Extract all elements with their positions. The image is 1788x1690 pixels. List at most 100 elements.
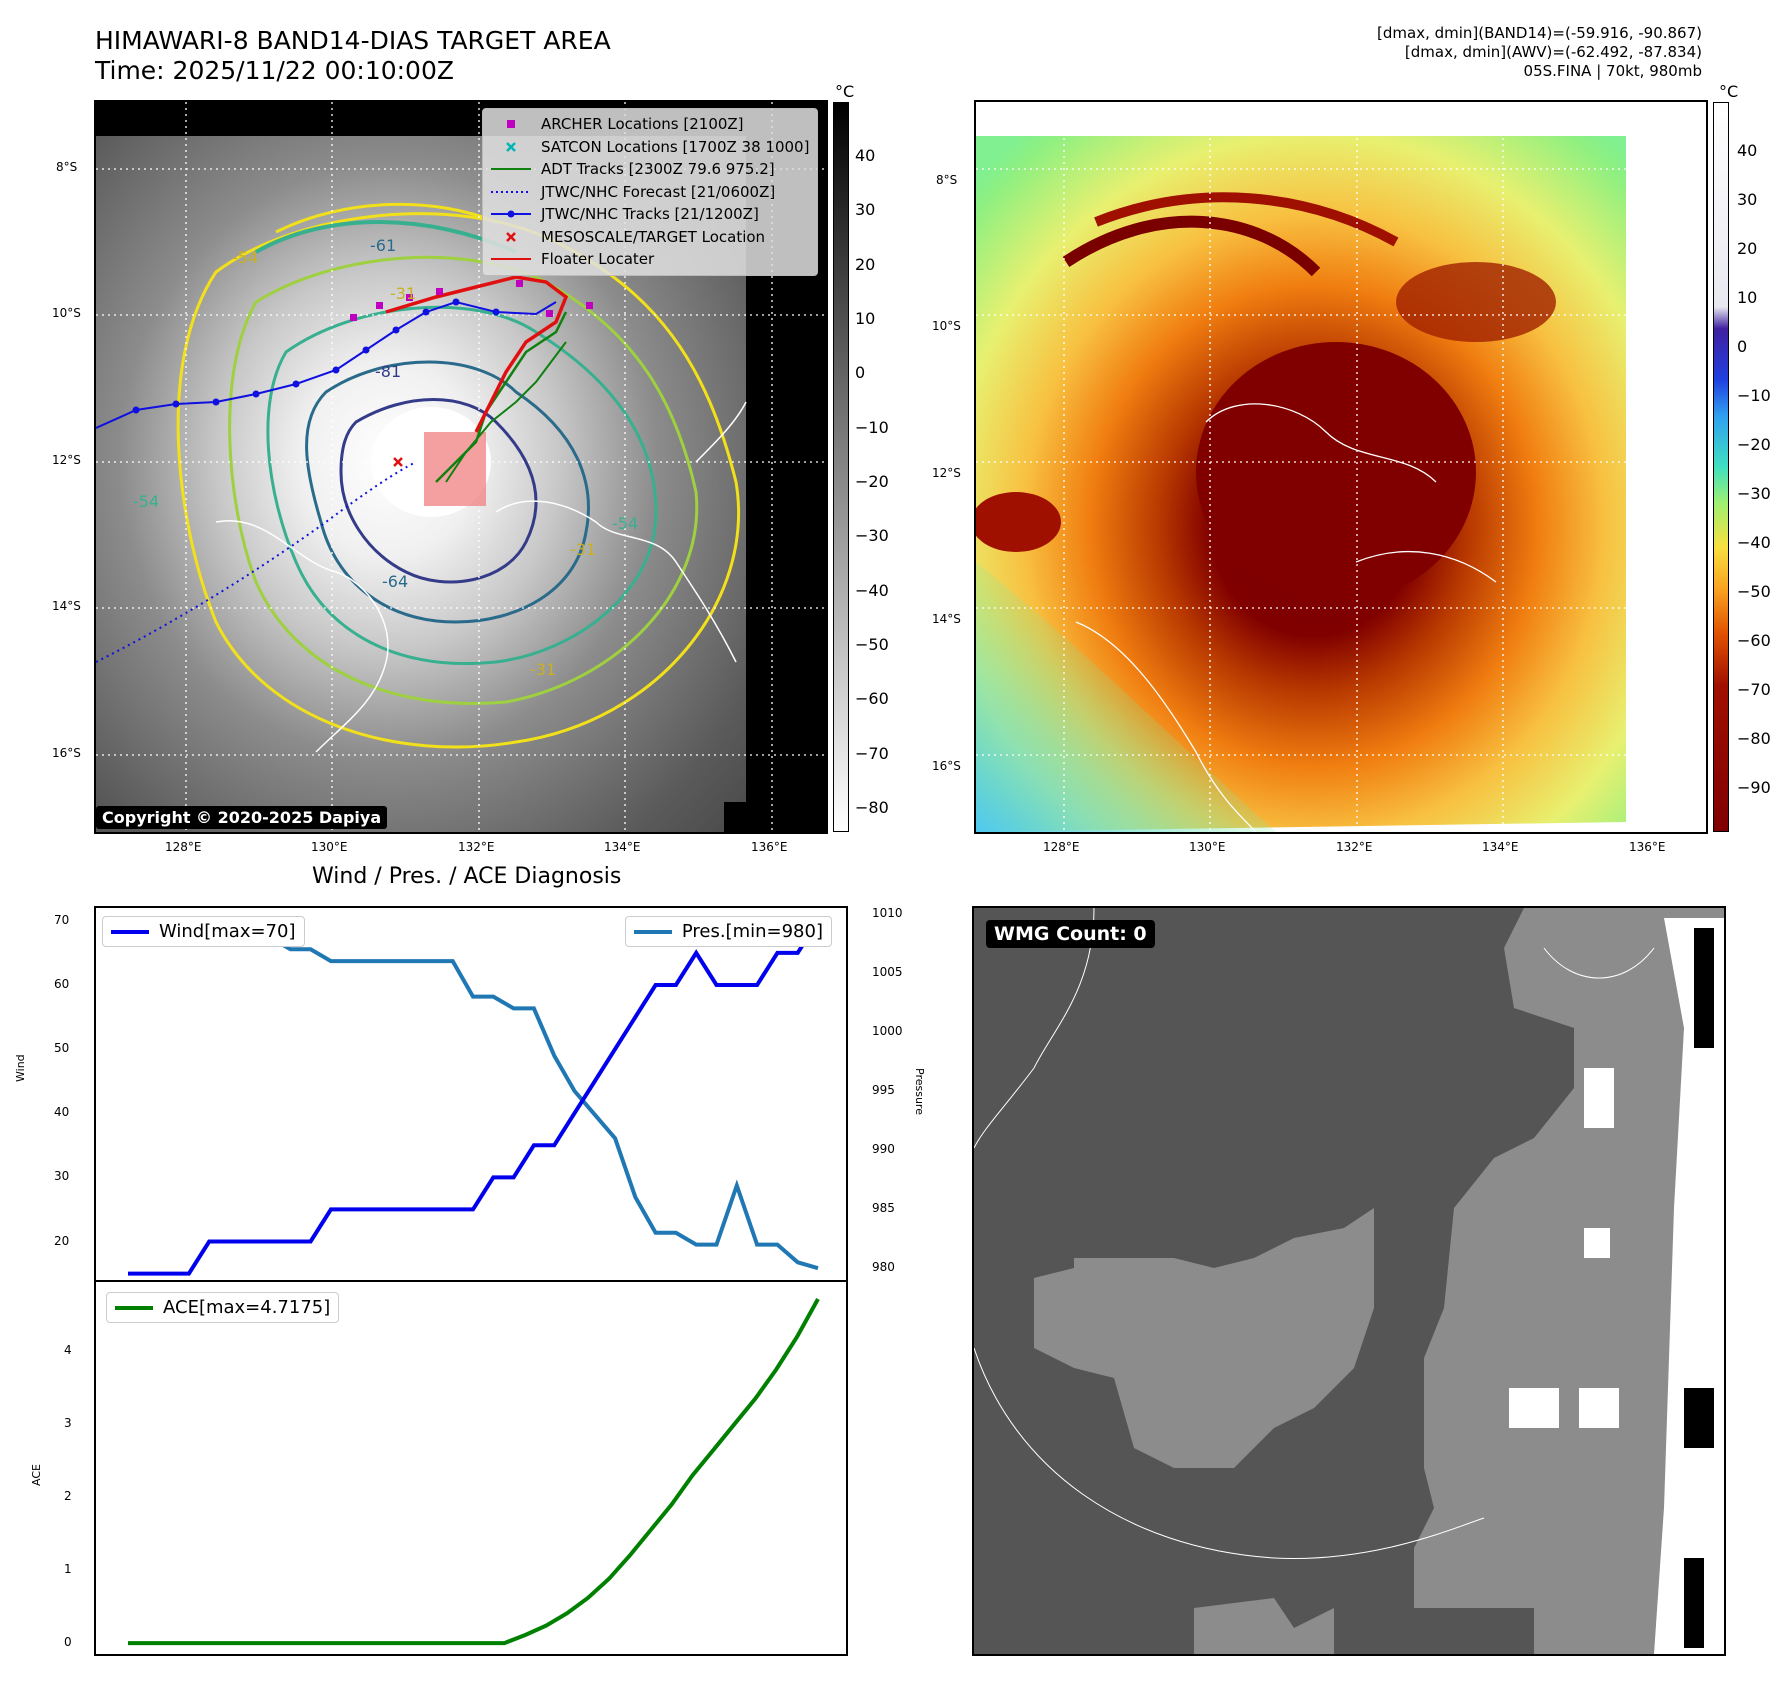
colorbar-tick: −20 [855, 472, 889, 491]
lon-tick: 132°E [1336, 840, 1373, 854]
lat-tick: 12°S [932, 466, 961, 480]
ace-legend-line [115, 1305, 153, 1310]
colorbar-tick: −40 [855, 580, 889, 600]
colorbar-tick: 20 [1737, 239, 1758, 258]
copyright-badge: Copyright © 2020-2025 Dapiya [96, 806, 388, 829]
wind-tick: 40 [54, 1105, 70, 1120]
colorbar-tick: −50 [855, 635, 889, 654]
lon-tick: 128°E [1043, 840, 1080, 854]
contour-label: -81 [375, 362, 402, 381]
pressure-tick: 1010 [872, 905, 903, 920]
map-legend: ARCHER Locations [2100Z] SATCON Location… [482, 108, 819, 276]
wind-tick: 50 [54, 1041, 70, 1056]
awv-map-image [976, 102, 1706, 832]
lon-tick: 134°E [604, 840, 641, 854]
ace-legend: ACE[max=4.7175] [106, 1292, 340, 1323]
lat-tick: 10°S [52, 306, 81, 320]
lon-tick: 132°E [458, 840, 495, 854]
color-colorbar [1713, 102, 1729, 832]
lon-tick: 136°E [751, 840, 788, 854]
pressure-tick: 1000 [872, 1024, 903, 1038]
pressure-legend: Pres.[min=980] [624, 916, 832, 947]
lon-tick: 134°E [1482, 840, 1519, 854]
pressure-axis-label: Pressure [913, 1068, 926, 1115]
ace-tick: 0 [64, 1635, 72, 1650]
colorbar-tick: −80 [1737, 729, 1771, 748]
ace-tick: 2 [64, 1489, 72, 1504]
header-right: [dmax, dmin](BAND14)=(-59.916, -90.867) … [1377, 24, 1702, 81]
lat-tick: 10°S [932, 319, 961, 333]
pressure-tick: 1005 [872, 964, 903, 979]
dmax-awv-text: [dmax, dmin](AWV)=(-62.492, -87.834) [1404, 43, 1702, 61]
contour-label: -64 [382, 572, 409, 591]
wind-pressure-panel: Wind[max=70] Pres.[min=980] [94, 906, 848, 1282]
lat-tick: 14°S [932, 612, 961, 626]
dmax-band14-text: [dmax, dmin](BAND14)=(-59.916, -90.867) [1377, 24, 1702, 42]
colorbar-tick: −20 [1737, 435, 1771, 454]
lat-tick: 8°S [936, 173, 958, 187]
ace-chart [128, 1298, 820, 1646]
legend-item-jtwc-forecast: JTWC/NHC Forecast [21/0600Z] [491, 182, 776, 201]
lat-tick: 16°S [52, 746, 81, 760]
storm-info-text: 05S.FINA | 70kt, 980mb [1523, 62, 1702, 80]
colorbar-tick: −60 [1737, 631, 1771, 650]
colorbar-tick: −70 [1737, 680, 1771, 699]
colorbar-tick: 20 [855, 254, 876, 274]
colorbar-tick: 10 [855, 309, 876, 328]
page-time: Time: 2025/11/22 00:10:00Z [95, 56, 454, 85]
wmg-count-badge: WMG Count: 0 [986, 920, 1155, 948]
color-colorbar-unit: °C [1719, 82, 1739, 101]
page-title: HIMAWARI-8 BAND14-DIAS TARGET AREA [95, 26, 611, 55]
colorbar-tick: −90 [1737, 778, 1771, 797]
colorbar-tick: −10 [855, 417, 889, 437]
pressure-tick: 980 [872, 1260, 895, 1275]
wmg-image [974, 908, 1724, 1654]
awv-map-panel [974, 100, 1708, 834]
colorbar-tick: −60 [855, 689, 889, 709]
colorbar-tick: −50 [1737, 582, 1771, 601]
wind-series-line [128, 919, 820, 1276]
contour-label: -61 [370, 236, 397, 255]
wind-axis-label: Wind [14, 1054, 27, 1082]
pressure-tick: 995 [872, 1083, 895, 1098]
ace-axis-label: ACE [30, 1464, 43, 1486]
colorbar-tick: 0 [855, 363, 866, 383]
pressure-tick: 985 [872, 1201, 895, 1216]
gray-colorbar [833, 102, 849, 832]
ace-tick: 3 [64, 1416, 72, 1431]
lat-tick: 8°S [56, 160, 78, 174]
colorbar-tick: −80 [855, 798, 889, 817]
colorbar-tick: 30 [855, 200, 876, 220]
wmg-panel: WMG Count: 0 [972, 906, 1726, 1656]
wind-legend: Wind[max=70] [102, 916, 305, 947]
legend-item-satcon: SATCON Locations [1700Z 38 1000] [491, 136, 809, 159]
wind-tick: 20 [54, 1233, 70, 1248]
legend-item-jtwc-tracks: JTWC/NHC Tracks [21/1200Z] [491, 203, 809, 226]
wind-legend-line [111, 929, 149, 934]
wind-tick: 70 [54, 912, 70, 927]
contour-label: -31 [390, 284, 417, 303]
colorbar-tick: −30 [1737, 484, 1771, 503]
diagnosis-title: Wind / Pres. / ACE Diagnosis [312, 864, 622, 889]
contour-label: -31 [570, 540, 597, 559]
lon-tick: 136°E [1629, 840, 1666, 854]
legend-item-adt: ADT Tracks [2300Z 79.6 975.2] [491, 160, 775, 179]
lat-tick: 12°S [52, 453, 81, 467]
ace-tick: 1 [64, 1562, 72, 1577]
wind-pressure-chart [128, 919, 820, 1276]
pressure-series-line [128, 923, 819, 1271]
contour-label: -54 [133, 492, 160, 511]
colorbar-tick: 30 [1737, 190, 1758, 209]
ace-series-line [128, 1298, 820, 1646]
wind-tick: 30 [54, 1169, 70, 1184]
pressure-tick: 990 [872, 1142, 895, 1157]
contour-label: -31 [530, 660, 557, 679]
lon-tick: 130°E [1189, 840, 1226, 854]
colorbar-tick: −10 [1737, 386, 1771, 405]
ace-tick: 4 [64, 1343, 72, 1358]
colorbar-tick: 0 [1737, 337, 1748, 356]
gray-colorbar-unit: °C [835, 82, 855, 101]
colorbar-tick: 40 [1737, 141, 1758, 160]
colorbar-tick: −40 [1737, 533, 1771, 552]
contour-label: -54 [232, 248, 259, 267]
